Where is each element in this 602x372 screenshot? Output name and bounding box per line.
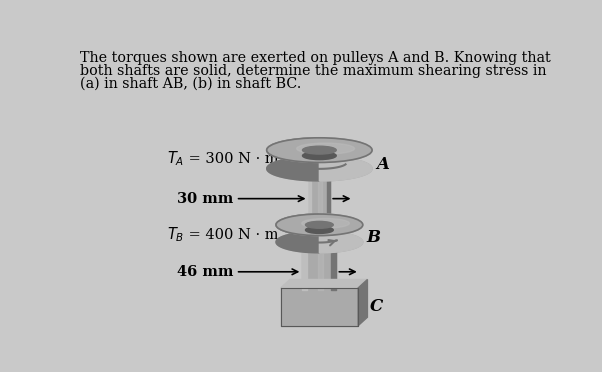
Text: C: C <box>370 298 383 315</box>
Ellipse shape <box>303 146 337 154</box>
Ellipse shape <box>297 143 355 154</box>
Ellipse shape <box>307 156 332 161</box>
Ellipse shape <box>302 218 349 228</box>
Ellipse shape <box>303 152 337 160</box>
Polygon shape <box>358 279 367 326</box>
Text: The torques shown are exerted on pulleys A and B. Knowing that: The torques shown are exerted on pulleys… <box>80 51 551 65</box>
Text: 30 mm: 30 mm <box>177 192 234 206</box>
Polygon shape <box>267 138 320 181</box>
Text: B: B <box>367 230 380 246</box>
Polygon shape <box>276 231 363 253</box>
Polygon shape <box>281 279 367 288</box>
Polygon shape <box>276 214 320 253</box>
Text: $T_A$: $T_A$ <box>167 149 184 168</box>
Text: both shafts are solid, determine the maximum shearing stress in: both shafts are solid, determine the max… <box>80 64 547 78</box>
Text: = 300 N · m: = 300 N · m <box>184 152 278 166</box>
Text: A: A <box>376 156 389 173</box>
Text: $T_B$: $T_B$ <box>167 225 184 244</box>
Polygon shape <box>267 138 372 163</box>
Text: (a) in shaft AB, (b) in shaft BC.: (a) in shaft AB, (b) in shaft BC. <box>80 77 301 91</box>
Polygon shape <box>320 138 372 181</box>
Polygon shape <box>267 156 372 181</box>
Text: 46 mm: 46 mm <box>177 265 234 279</box>
Ellipse shape <box>305 227 334 234</box>
Polygon shape <box>276 214 363 235</box>
Text: = 400 N · m: = 400 N · m <box>184 228 278 242</box>
Polygon shape <box>320 214 363 253</box>
Ellipse shape <box>305 221 334 228</box>
